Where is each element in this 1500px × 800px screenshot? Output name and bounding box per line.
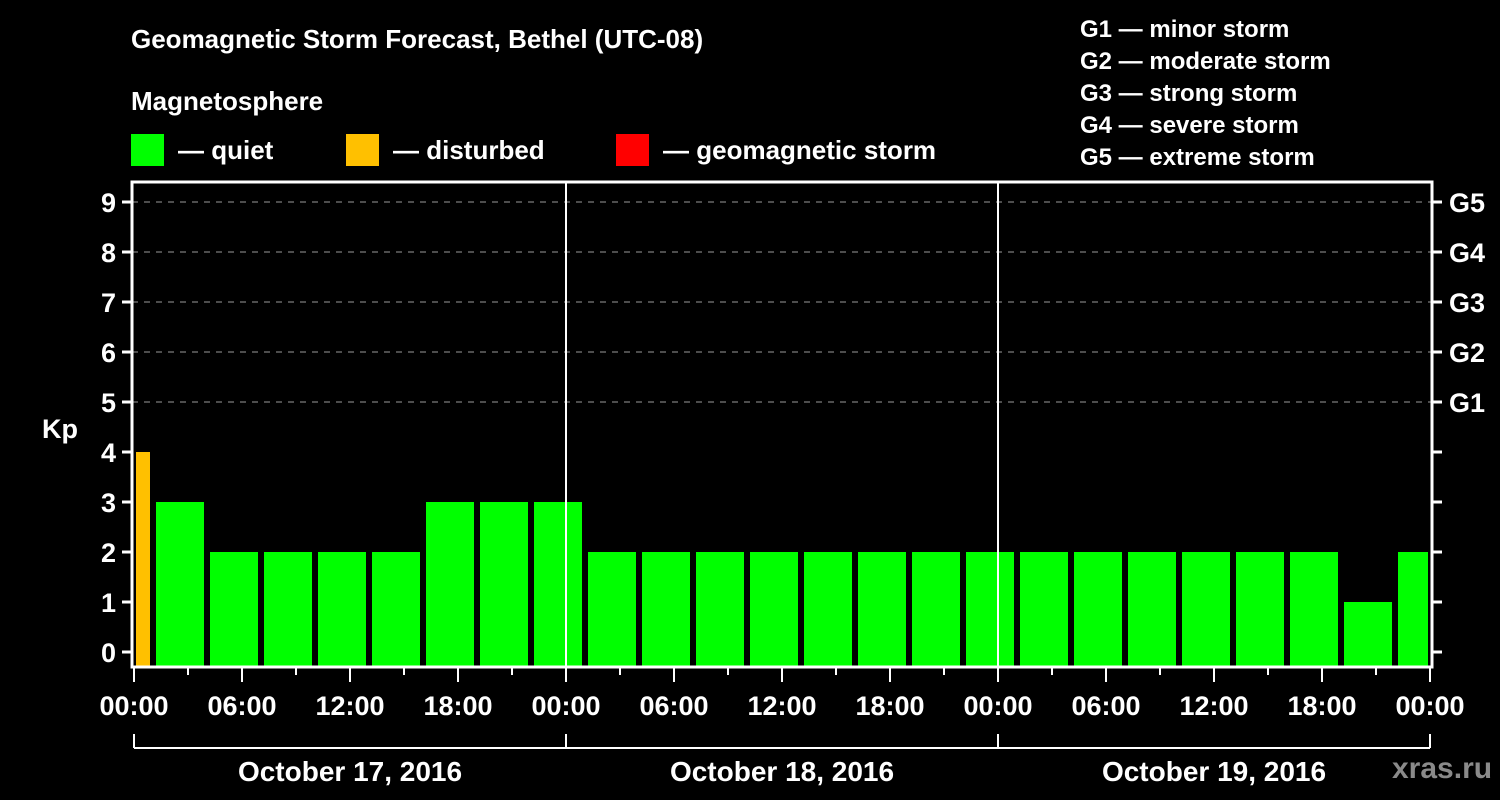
g-legend-g5: G5 — extreme storm [1080, 144, 1315, 171]
kp-bar [156, 502, 204, 667]
kp-bar [1074, 552, 1122, 667]
x-tick-label: 00:00 [99, 691, 168, 721]
watermark: xras.ru [1392, 752, 1493, 785]
date-label: October 18, 2016 [670, 756, 894, 787]
y-tick-label: 7 [101, 288, 116, 318]
legend-storm: — geomagnetic storm [616, 134, 936, 166]
x-tick-label: 12:00 [1179, 691, 1248, 721]
kp-bar [318, 552, 366, 667]
y-axis-title: Kp [42, 414, 78, 444]
chart-axes [122, 180, 1442, 749]
g-scale-label: G1 [1449, 388, 1485, 418]
chart-subtitle: Magnetosphere [131, 86, 324, 116]
g-legend-g2: G2 — moderate storm [1080, 48, 1331, 75]
kp-bar [804, 552, 852, 667]
kp-bar [1182, 552, 1230, 667]
kp-bar [642, 552, 690, 667]
kp-bar [1344, 602, 1392, 667]
g-scale-label: G2 [1449, 338, 1485, 368]
kp-bar [858, 552, 906, 667]
legend-label-quiet: — quiet [178, 134, 274, 165]
kp-bar [264, 552, 312, 667]
kp-bar [966, 552, 1014, 667]
kp-bar [1398, 552, 1428, 667]
y-tick-label: 5 [101, 388, 116, 418]
date-label: October 19, 2016 [1102, 756, 1326, 787]
kp-bar [1290, 552, 1338, 667]
axis-labels: 0 1 2 3 4 5 6 7 8 9 G1 G2 G3 G4 G5 Kp 00:00 06:00 12:00 18:… [42, 188, 1485, 787]
x-tick-label: 06:00 [1071, 691, 1140, 721]
x-tick-label: 00:00 [963, 691, 1032, 721]
kp-bars [136, 452, 1428, 667]
x-tick-label: 18:00 [423, 691, 492, 721]
y-tick-label: 1 [101, 588, 116, 618]
x-tick-label: 18:00 [1287, 691, 1356, 721]
y-tick-label: 9 [101, 188, 116, 218]
x-tick-label: 12:00 [747, 691, 816, 721]
grid-lines [132, 201, 1432, 403]
kp-bar [750, 552, 798, 667]
legend-label-disturbed: — disturbed [393, 134, 545, 165]
x-tick-label: 18:00 [855, 691, 924, 721]
g-scale-label: G4 [1449, 238, 1485, 268]
chart-title: Geomagnetic Storm Forecast, Bethel (UTC-… [131, 24, 704, 54]
date-label: October 17, 2016 [238, 756, 462, 787]
kp-bar [210, 552, 258, 667]
legend-swatch-quiet [131, 134, 164, 166]
g-legend-g4: G4 — severe storm [1080, 112, 1299, 139]
kp-bar [136, 452, 150, 667]
kp-bar [912, 552, 960, 667]
y-tick-label: 2 [101, 538, 116, 568]
kp-bar [696, 552, 744, 667]
legend-disturbed: — disturbed [346, 134, 545, 166]
legend-quiet: — quiet [131, 134, 273, 166]
kp-bar [1236, 552, 1284, 667]
y-tick-label: 0 [101, 638, 116, 668]
kp-bar [1128, 552, 1176, 667]
kp-bar [372, 552, 420, 667]
x-tick-label: 00:00 [531, 691, 600, 721]
y-tick-label: 8 [101, 238, 116, 268]
g-legend-g3: G3 — strong storm [1080, 80, 1298, 107]
kp-bar [1020, 552, 1068, 667]
kp-bar [588, 552, 636, 667]
kp-bar [480, 502, 528, 667]
x-tick-label: 00:00 [1395, 691, 1464, 721]
g-scale-label: G3 [1449, 288, 1485, 318]
x-tick-label: 06:00 [639, 691, 708, 721]
g-scale-legend: G1 — minor storm G2 — moderate storm G3 … [1080, 14, 1331, 174]
g-legend-g1: G1 — minor storm [1080, 16, 1290, 43]
x-tick-label: 06:00 [207, 691, 276, 721]
y-tick-label: 6 [101, 338, 116, 368]
y-tick-label: 3 [101, 488, 116, 518]
kp-bar [534, 502, 582, 667]
legend-swatch-disturbed [346, 134, 379, 166]
legend-label-storm: — geomagnetic storm [663, 134, 937, 165]
legend-swatch-storm [616, 134, 649, 166]
y-tick-label: 4 [101, 438, 116, 468]
kp-bar [426, 502, 474, 667]
g-scale-label: G5 [1449, 188, 1485, 218]
x-tick-label: 12:00 [315, 691, 384, 721]
